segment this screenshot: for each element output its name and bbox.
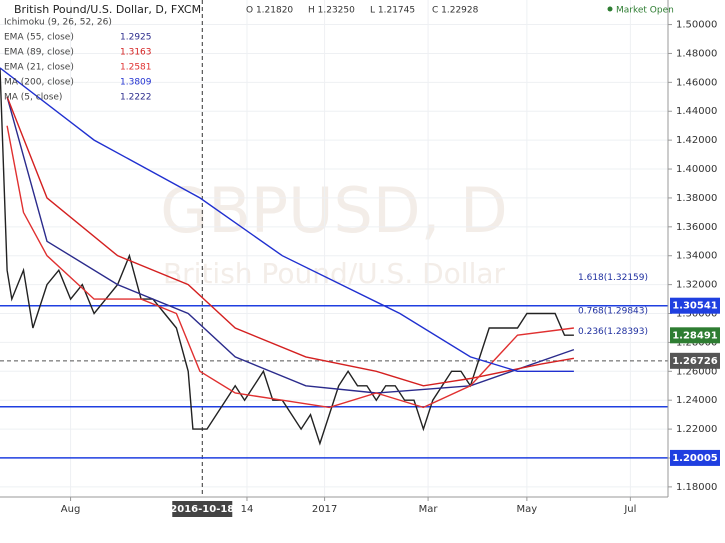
fib-label: 0.768(1.29843) — [578, 306, 648, 316]
price-label-box — [670, 352, 720, 369]
x-tick-label: 14 — [241, 504, 254, 515]
legend-entry[interactable]: EMA (89, close) — [4, 48, 74, 58]
y-tick-label: 1.48000 — [676, 48, 717, 59]
y-tick-label: 1.34000 — [676, 251, 717, 262]
x-tick-label: Jul — [623, 504, 636, 515]
price-line-series — [0, 67, 574, 446]
y-tick-label: 1.40000 — [676, 164, 717, 175]
y-tick-label: 1.42000 — [676, 135, 717, 146]
indicator-line — [6, 96, 575, 394]
y-tick-label: 1.26000 — [676, 366, 717, 377]
legend-value: 1.3809 — [120, 78, 152, 88]
x-tick-label: 2017 — [312, 504, 337, 515]
price-label: 1.26726 — [672, 356, 718, 367]
crosshair-label: 2016-10-18 — [170, 504, 234, 515]
y-tick-label: 1.50000 — [676, 20, 717, 31]
legend-entry[interactable]: Ichimoku (9, 26, 52, 26) — [4, 18, 112, 28]
watermark-text: GBPUSD, D — [160, 174, 508, 247]
legend: British Pound/U.S. Dollar, D, FXCM O 1.21… — [4, 3, 674, 103]
plot: 1.618(1.32159) 0.768(1.29843) 0.236(1.2839… — [0, 0, 668, 497]
price-label: 1.20005 — [672, 453, 718, 464]
ohlc-value: O 1.21820 — [246, 6, 293, 16]
y-tick-label: 1.44000 — [676, 106, 717, 117]
legend-value: 1.2925 — [120, 33, 152, 43]
legend-entry[interactable]: EMA (21, close) — [4, 63, 74, 73]
ohlc-value: L 1.21745 — [370, 6, 415, 16]
status-dot — [607, 6, 613, 12]
y-tick-label: 1.30000 — [676, 309, 717, 320]
axes: 1.180001.200001.220001.240001.260001.280… — [61, 20, 720, 517]
price-label-box — [670, 297, 720, 314]
legend-entry[interactable]: MA (5, close) — [4, 93, 62, 103]
chart-title: British Pound/U.S. Dollar, D, FXCM — [14, 3, 201, 16]
indicator-line — [0, 67, 574, 372]
y-tick-label: 1.22000 — [676, 424, 717, 435]
fib-label: 1.618(1.32159) — [578, 273, 648, 283]
legend-entry[interactable]: EMA (55, close) — [4, 33, 74, 43]
crosshair-label-box — [172, 501, 233, 517]
legend-value: 1.3163 — [120, 48, 152, 58]
price-label: 1.30541 — [672, 301, 718, 312]
y-tick-label: 1.18000 — [676, 482, 717, 493]
market-status: Market Open — [616, 6, 674, 16]
ohlc-value: C 1.22928 — [432, 6, 479, 16]
y-tick-label: 1.46000 — [676, 77, 717, 88]
price-label-box — [670, 449, 720, 466]
x-tick-label: Mar — [419, 504, 439, 515]
y-tick-label: 1.36000 — [676, 222, 717, 233]
indicator-line — [6, 96, 575, 387]
price-label-box — [670, 327, 720, 344]
ohlc-value: H 1.23250 — [308, 6, 355, 16]
legend-entry[interactable]: MA (200, close) — [4, 78, 74, 88]
x-tick-label: Aug — [61, 504, 81, 515]
legend-value: 1.2581 — [120, 63, 152, 73]
legend-value: 1.2222 — [120, 93, 152, 103]
price-label: 1.28491 — [672, 330, 718, 341]
fib-label: 0.236(1.28393) — [578, 327, 648, 337]
y-tick-label: 1.38000 — [676, 193, 717, 204]
indicator-line — [6, 125, 574, 409]
y-tick-label: 1.24000 — [676, 395, 717, 406]
x-tick-label: May — [517, 504, 538, 515]
y-tick-label: 1.32000 — [676, 280, 717, 291]
